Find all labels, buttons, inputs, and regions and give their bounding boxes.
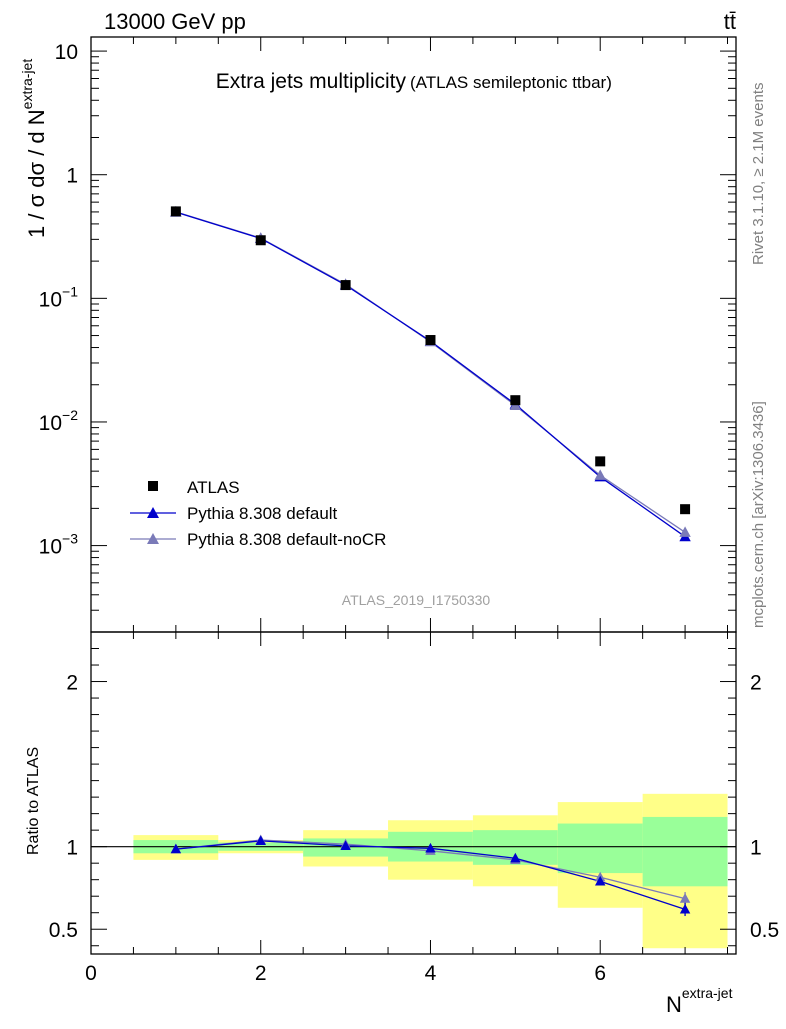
main-series-line [175,211,686,538]
y-tick-label: 10−2 [39,407,79,435]
main-marker-pythia-nocr [679,526,691,537]
ratio-axis-label: Ratio to ATLAS [25,747,42,855]
x-tick-label: 6 [594,962,606,985]
ratio-y-tick-label-right: 0.5 [750,919,779,942]
legend-marker-pythia-default [147,507,159,518]
process-label: tt̄ [724,9,736,34]
ratio-uncertainty-bands [133,793,728,949]
ratio-marker-pythia-default [679,903,691,914]
x-axis-label-main: N [666,992,682,1017]
legend-marker-atlas [148,481,158,491]
y-axis-label-main: 1 / σ dσ / d N [24,109,49,238]
main-series-line [175,211,686,533]
x-axis-label-sup: extra-jet [682,985,733,1001]
ratio-marker-pythia-default [255,835,266,846]
x-axis-label: Nextra-jet [666,985,733,1017]
main-axis-ticks: 10−3 10−2 10−1 1 10 [39,37,736,633]
main-marker-atlas [595,456,606,467]
main-marker-atlas [510,395,521,406]
ratio-y-tick-label-left: 0.5 [49,919,78,942]
analysis-watermark: ATLAS_2019_I1750330 [342,592,491,608]
main-series [170,205,691,542]
energy-label: 13000 GeV pp [104,9,246,34]
main-marker-atlas [255,235,266,246]
main-marker-atlas [680,504,691,515]
ratio-y-tick-label-right: 2 [750,672,762,695]
chart-subtitle: (ATLAS semileptonic ttbar) [410,73,612,92]
legend-label-pythia-nocr: Pythia 8.308 default-noCR [187,530,386,549]
ratio-y-tick-label-left: 2 [66,672,78,695]
ratio-marker-pythia-default [340,840,351,850]
main-marker-atlas [425,335,436,346]
legend-label-atlas: ATLAS [187,478,240,497]
main-marker-atlas [340,280,351,291]
ratio-axis-ticks: 0.5 0.5 1 1 2 2 0 2 4 6 [49,632,779,985]
ratio-y-tick-label-left: 1 [66,837,78,860]
y-tick-label: 10 [55,41,78,64]
ratio-y-tick-label-right: 1 [750,837,762,860]
mcplots-label: mcplots.cern.ch [arXiv:1306.3436] [750,401,767,628]
y-tick-label: 10−3 [39,531,79,559]
y-tick-label: 10−1 [39,283,79,311]
rivet-label: Rivet 3.1.10, ≥ 2.1M events [750,83,767,266]
main-marker-atlas [170,206,181,217]
ratio-marker-pythia-default [510,852,521,863]
legend-marker-pythia-nocr [147,533,159,544]
y-tick-label: 1 [66,165,78,188]
x-tick-label: 4 [425,962,437,985]
x-tick-label: 2 [255,962,267,985]
ratio-frame [90,631,737,955]
chart-title: Extra jets multiplicity [216,70,407,93]
ratio-marker-pythia-default [425,842,436,853]
legend: ATLAS Pythia 8.308 default Pythia 8.308 … [130,478,386,549]
ratio-band-inner [642,816,728,887]
ratio-marker-pythia-default [170,843,182,854]
ratio-series [170,834,691,917]
ratio-marker-pythia-nocr [679,893,691,903]
ratio-marker-pythia-default [594,875,606,886]
y-axis-label-sup: extra-jet [19,59,35,110]
x-tick-label: 0 [85,962,97,985]
legend-label-pythia-default: Pythia 8.308 default [187,504,338,523]
ratio-panel: 0.5 0.5 1 1 2 2 0 2 4 6 Ratio to ATLAS Nextra-jet [25,631,779,1017]
y-axis-label: 1 / σ dσ / d Nextra-jet [19,59,49,238]
main-marker-pythia-nocr [594,469,606,480]
ratio-band-inner [557,823,643,874]
